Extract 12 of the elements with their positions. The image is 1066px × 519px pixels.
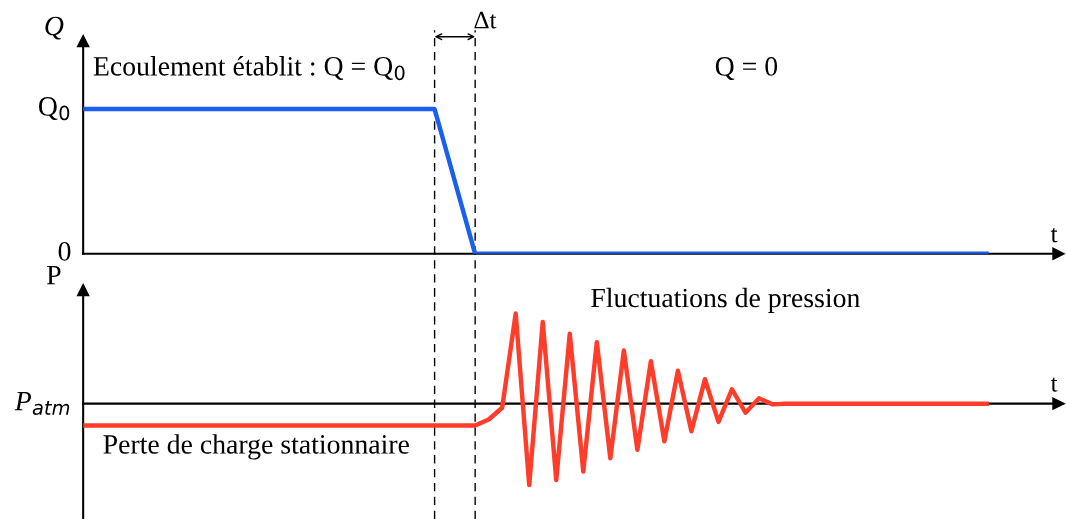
- annotation: Perte de charge stationnaire: [103, 434, 409, 460]
- y-axis-title: P: [46, 266, 61, 285]
- text: 0: [58, 242, 71, 261]
- text: Ecoulement établit : Q = Q$_{0}$: [93, 56, 405, 81]
- text: Fluctuations de pression: [591, 287, 860, 314]
- x-axis-title: t: [1050, 228, 1058, 243]
- x-axis-title: t: [1050, 377, 1058, 392]
- text: Δt: [474, 11, 497, 29]
- text: Q$_{0}$: [38, 97, 70, 121]
- text: Q = 0: [715, 57, 778, 81]
- text: P$_{atm}$: [14, 392, 70, 416]
- y-axis-title: Q: [45, 16, 64, 40]
